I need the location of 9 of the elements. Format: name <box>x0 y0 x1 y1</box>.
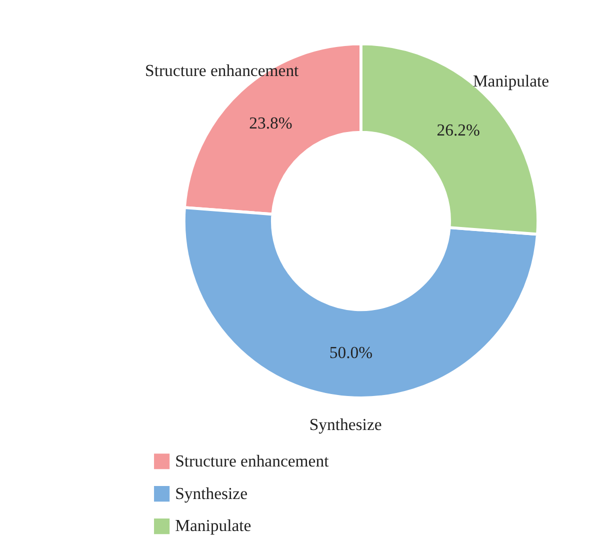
data-label: 26.2% <box>436 120 480 140</box>
legend-label: Structure enhancement <box>175 451 330 470</box>
slice-label: Structure enhancement <box>145 60 300 80</box>
legend-label: Synthesize <box>175 484 248 503</box>
legend-label: Manipulate <box>175 516 252 536</box>
data-label: 23.8% <box>249 113 292 132</box>
slice-label: Synthesize <box>309 414 382 434</box>
data-label: 50.0% <box>329 343 373 362</box>
slice-label: Manipulate <box>472 72 550 91</box>
